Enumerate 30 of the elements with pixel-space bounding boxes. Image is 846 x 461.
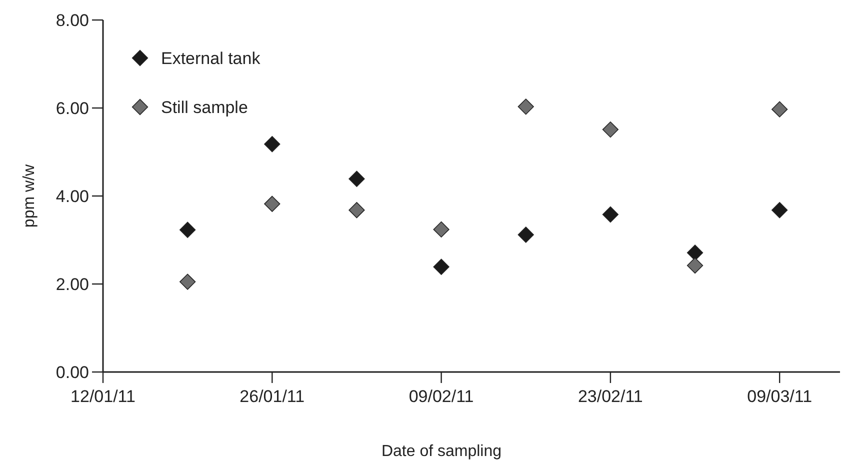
point [180, 274, 196, 290]
y-tick-label: 6.00 [56, 98, 89, 118]
y-axis-title: ppm w/w [21, 164, 38, 228]
point [772, 101, 788, 118]
y-tick-label: 0.00 [56, 362, 89, 382]
point [433, 258, 450, 275]
point [602, 121, 619, 138]
x-tick-label: 23/02/11 [578, 387, 643, 406]
point [180, 222, 196, 238]
y-tick-label: 2.00 [56, 274, 89, 294]
point [264, 196, 280, 212]
point [348, 202, 365, 218]
x-tick-label: 09/02/11 [408, 387, 474, 406]
y-tick-label: 4.00 [56, 186, 89, 206]
point [686, 244, 704, 261]
x-tick-label: 09/03/11 [747, 387, 812, 406]
point [348, 170, 365, 187]
legend-label: Still sample [161, 98, 248, 117]
point [602, 206, 619, 223]
y-tick-label: 8.00 [56, 10, 89, 30]
x-tick-label: 26/01/11 [240, 387, 305, 406]
x-tick-label: 12/01/11 [70, 387, 136, 406]
point [518, 226, 534, 243]
point [433, 221, 450, 238]
point [772, 202, 788, 218]
point [686, 257, 704, 274]
point [264, 136, 280, 152]
legend-label: External tank [161, 48, 261, 68]
x-axis-title: Date of sampling [381, 443, 502, 460]
point [518, 98, 534, 115]
